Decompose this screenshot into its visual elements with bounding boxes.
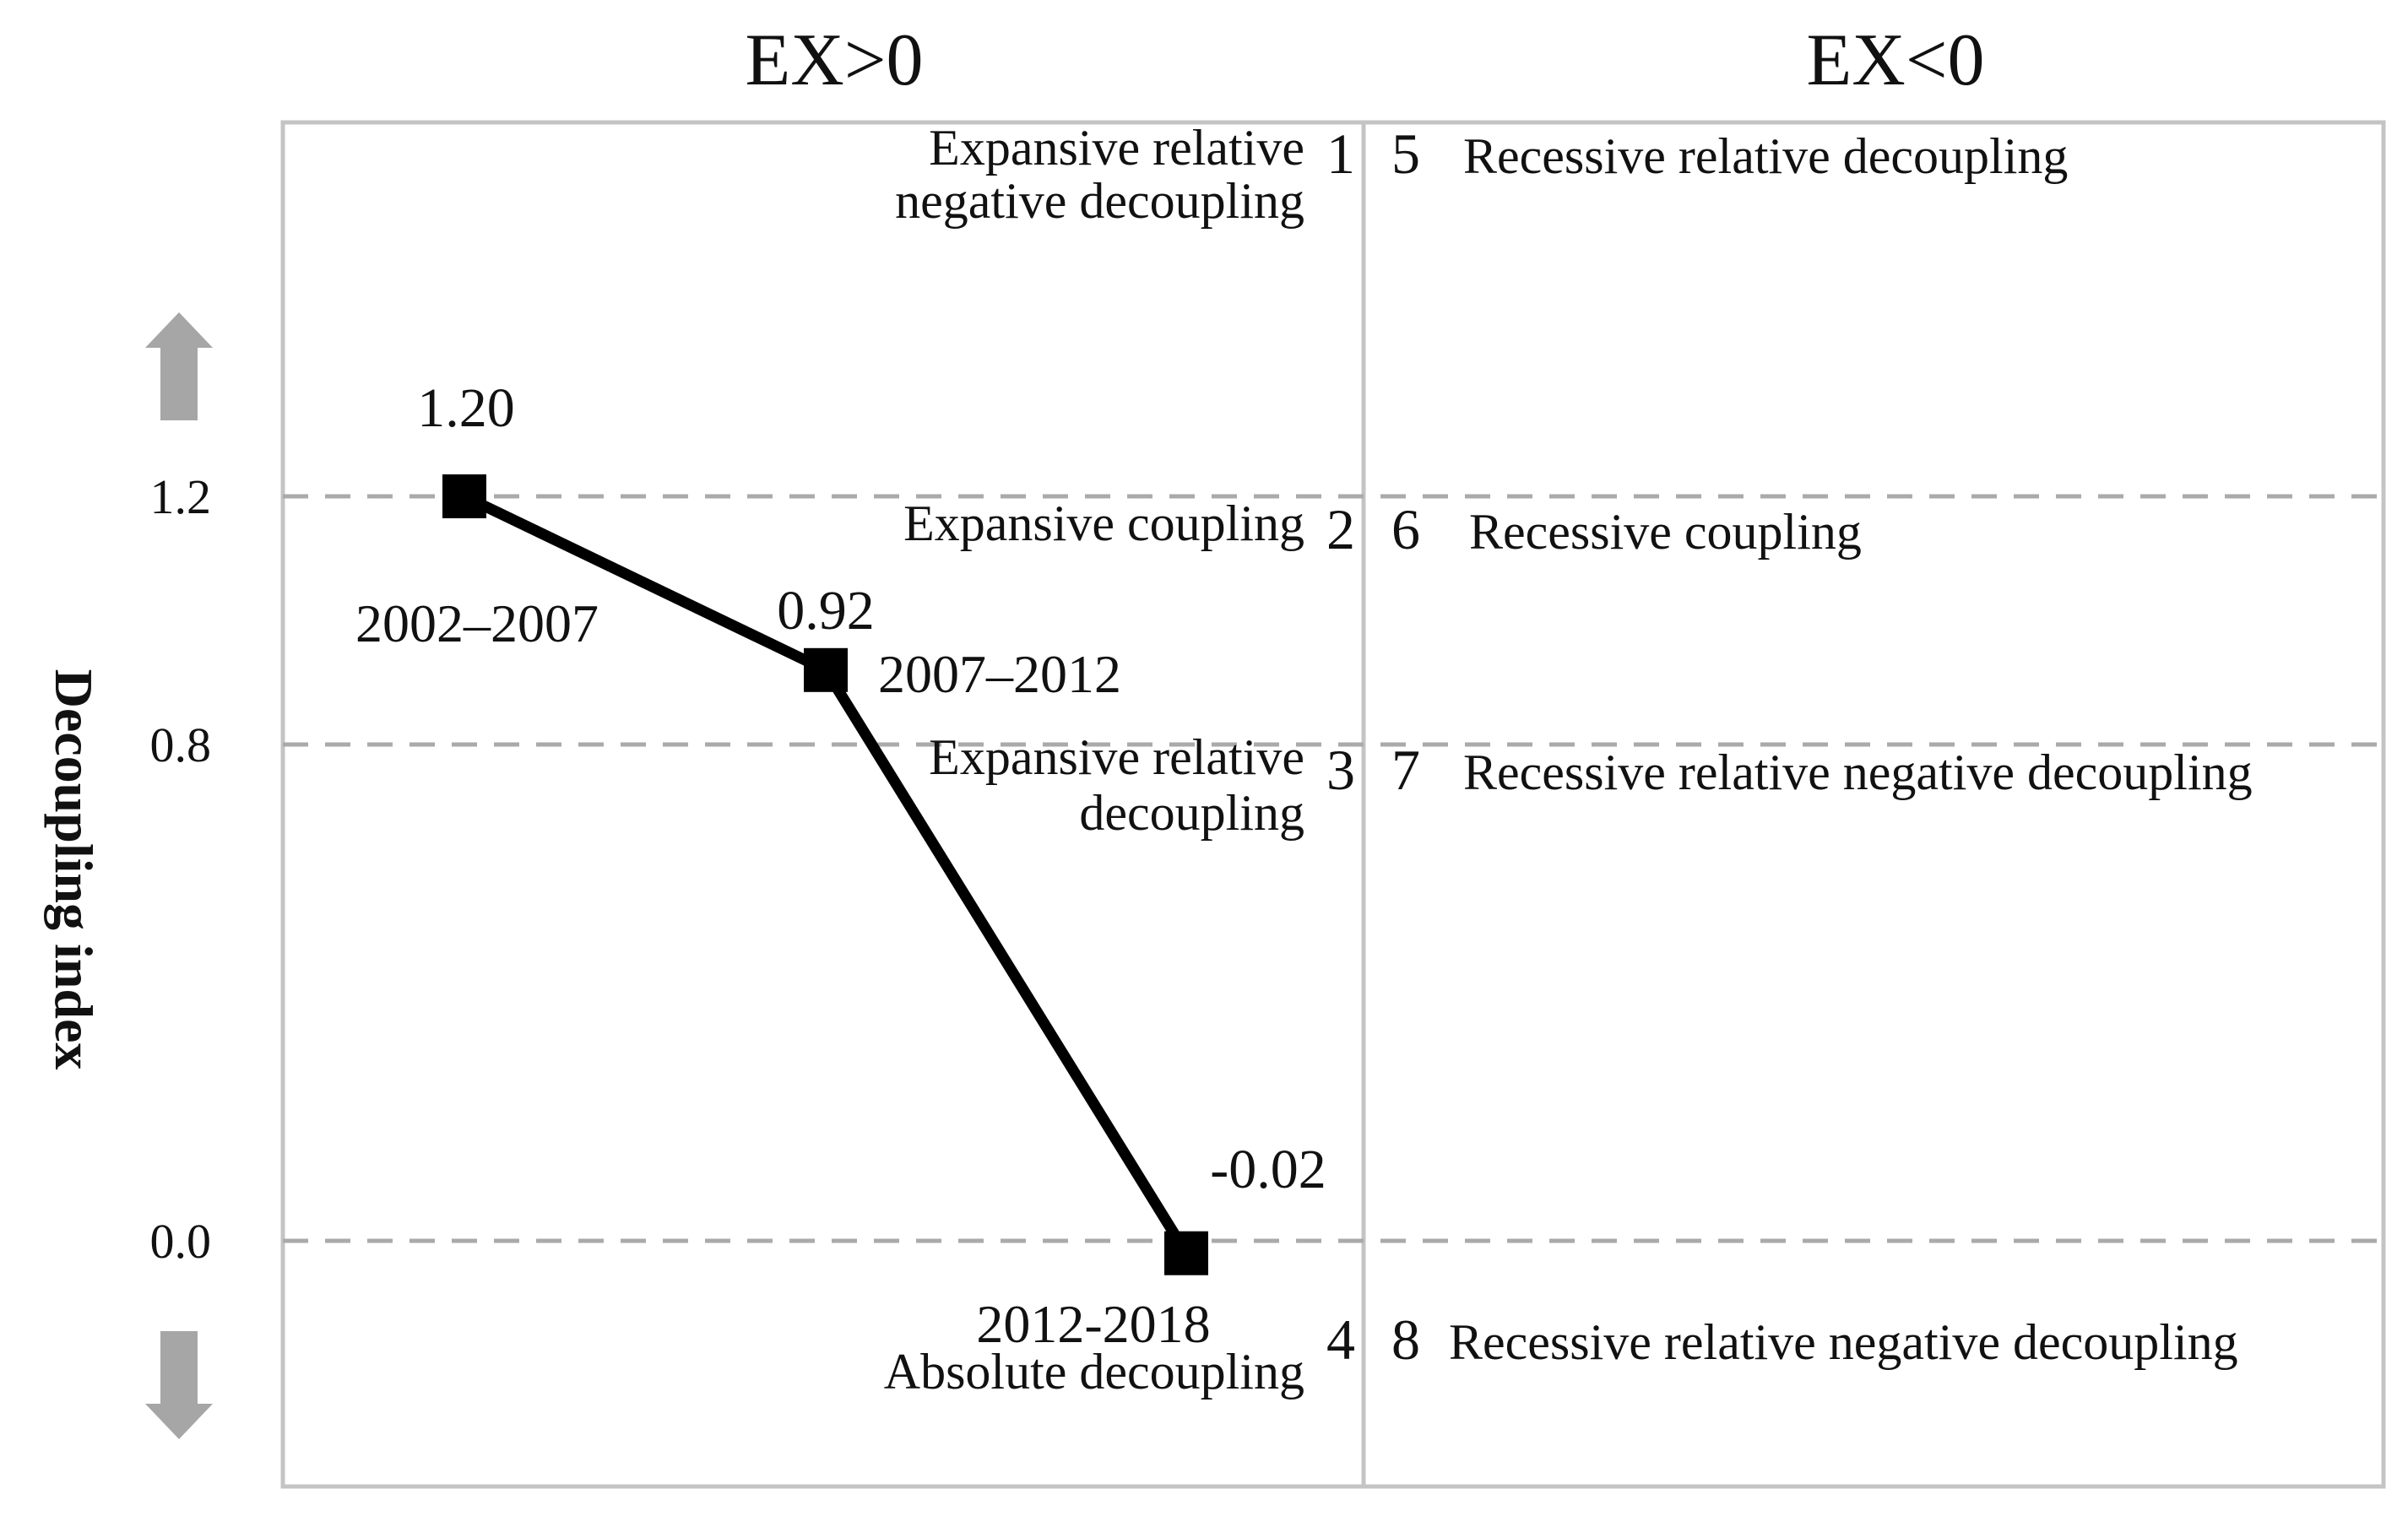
zone-number: 7 — [1391, 738, 1420, 802]
data-point-marker — [442, 474, 486, 518]
period-label: 2007–2012 — [878, 644, 1121, 704]
up-arrow-icon — [145, 312, 213, 420]
zone-number: 3 — [1326, 738, 1355, 802]
y-tick-label: 0.8 — [150, 717, 212, 772]
zone-number: 6 — [1391, 497, 1420, 561]
zones-recessive: 5 Recessive relative decoupling 6 Recessive… — [1391, 122, 2253, 1372]
period-label: 2012-2018 — [976, 1294, 1210, 1354]
period-label: 2002–2007 — [355, 593, 599, 653]
data-point-marker — [804, 647, 848, 692]
zone-label: Expansive relative — [929, 120, 1304, 176]
reference-lines — [283, 494, 2384, 1243]
zone-number: 5 — [1391, 122, 1420, 186]
zone-label: Expansive relative — [929, 729, 1304, 785]
zone-label: Expansive coupling — [903, 495, 1304, 551]
zone-label: Recessive relative decoupling — [1463, 128, 2068, 184]
zone-label: negative decoupling — [895, 173, 1304, 229]
zone-label: Recessive relative negative decoupling — [1463, 744, 2253, 800]
down-arrow-icon — [145, 1331, 213, 1439]
data-value-label: 0.92 — [777, 580, 875, 642]
y-axis-ticks: 1.2 0.8 0.0 — [150, 469, 212, 1269]
zone-label: decoupling — [1079, 785, 1304, 841]
zone-label: Recessive coupling — [1469, 504, 1862, 560]
y-tick-label: 0.0 — [150, 1214, 212, 1269]
y-axis-title: Decoupling index — [44, 669, 104, 1070]
zone-label: Recessive relative negative decoupling — [1449, 1314, 2238, 1370]
column-heading-ex-positive: EX>0 — [746, 19, 924, 101]
series-layer — [442, 474, 1208, 1275]
column-heading-ex-negative: EX<0 — [1807, 19, 1985, 101]
zone-number: 2 — [1326, 497, 1355, 561]
zone-number: 4 — [1326, 1308, 1355, 1372]
zone-label: Absolute decoupling — [884, 1344, 1304, 1400]
zone-number: 8 — [1391, 1308, 1420, 1372]
y-tick-label: 1.2 — [150, 469, 212, 524]
zone-number: 1 — [1326, 122, 1355, 186]
data-point-marker — [1164, 1231, 1208, 1275]
data-value-label: 1.20 — [417, 377, 515, 439]
data-value-label: -0.02 — [1210, 1139, 1326, 1200]
plot-frame — [280, 120, 2386, 1489]
